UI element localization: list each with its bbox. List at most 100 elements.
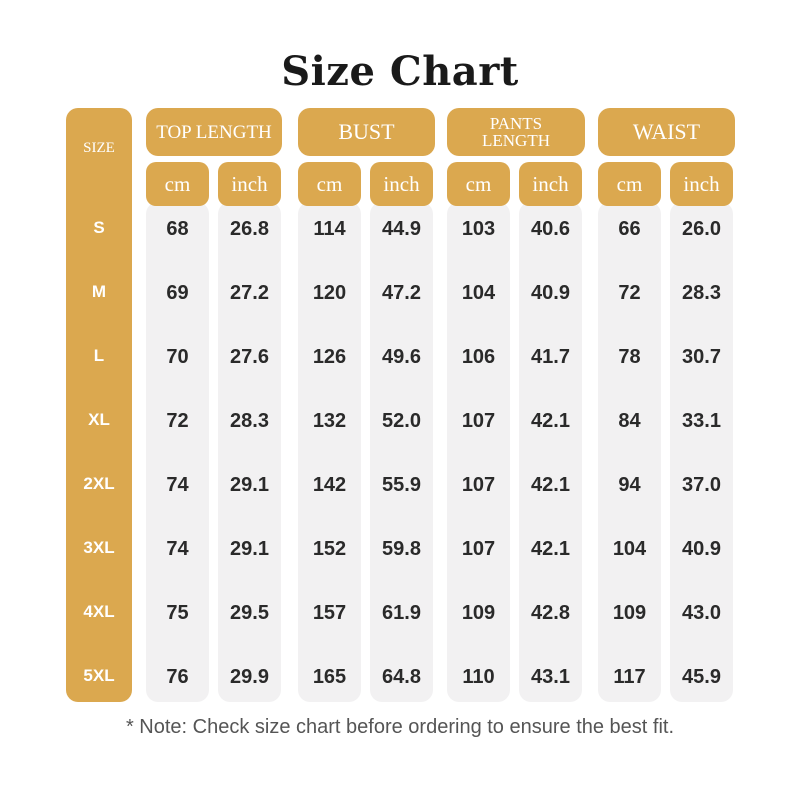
column-background [218,202,281,702]
table-cell: 72 [166,410,189,432]
table-cell: 107 [461,538,496,560]
table-cell: 42.8 [531,602,570,624]
table-cell: 69 [166,282,189,304]
table-cell: 68 [166,218,189,240]
table-cell: 37.0 [682,474,721,496]
table-cell: 27.6 [230,346,269,368]
table-cell: 165 [312,666,347,688]
size-label-5xl: 5XL [83,666,115,685]
table-cell: 107 [461,474,496,496]
table-cell: 45.9 [682,666,721,688]
table-cell: 109 [612,602,647,624]
column-background [298,202,361,702]
unit-header-cm: cm [447,162,510,206]
column-background [670,202,733,702]
fit-note: * Note: Check size chart before ordering… [125,716,675,738]
size-label-l: L [93,346,105,365]
table-cell: 26.8 [230,218,269,240]
column-background [598,202,661,702]
table-cell: 66 [618,218,641,240]
size-label-s: S [93,218,105,237]
table-cell: 42.1 [531,410,570,432]
unit-header-inch: inch [218,162,281,206]
table-cell: 74 [166,538,189,560]
column-background [519,202,582,702]
table-cell: 94 [618,474,641,496]
table-cell: 72 [618,282,641,304]
table-cell: 70 [166,346,189,368]
table-cell: 29.9 [230,666,269,688]
table-cell: 42.1 [531,538,570,560]
table-cell: 29.5 [230,602,269,624]
size-label-xl: XL [88,410,110,429]
table-cell: 59.8 [382,538,421,560]
table-cell: 33.1 [682,410,721,432]
size-column [66,108,132,702]
table-cell: 109 [461,602,496,624]
group-header: TOP LENGTH [146,108,282,156]
table-cell: 43.1 [531,666,570,688]
table-cell: 28.3 [230,410,269,432]
table-cell: 30.7 [682,346,721,368]
unit-header-inch: inch [370,162,433,206]
table-cell: 29.1 [230,538,269,560]
size-label-3xl: 3XL [83,538,115,557]
group-header: BUST [298,108,435,156]
table-cell: 103 [461,218,496,240]
table-cell: 152 [312,538,347,560]
table-cell: 107 [461,410,496,432]
table-cell: 28.3 [682,282,721,304]
table-cell: 106 [461,346,496,368]
group-header-label: BUST [338,119,395,144]
table-cell: 49.6 [382,346,421,368]
group-header: WAIST [598,108,735,156]
table-cell: 104 [461,282,496,304]
unit-header-cm: cm [298,162,361,206]
table-cell: 52.0 [382,410,421,432]
table-cell: 26.0 [682,218,721,240]
table-cell: 41.7 [531,346,570,368]
table-cell: 157 [312,602,347,624]
size-label-4xl: 4XL [83,602,115,621]
column-background [146,202,209,702]
table-cell: 61.9 [382,602,421,624]
table-cell: 84 [618,410,641,432]
table-cell: 47.2 [382,282,421,304]
group-header-label: PANTS [489,114,543,133]
group-header-label: TOP LENGTH [156,121,272,143]
table-cell: 120 [312,282,347,304]
column-background [370,202,433,702]
table-cell: 117 [613,666,646,688]
unit-header-cm: cm [146,162,209,206]
table-cell: 27.2 [230,282,269,304]
size-label-2xl: 2XL [83,474,115,493]
group-header-label: WAIST [632,119,701,144]
table-cell: 78 [618,346,641,368]
table-cell: 40.6 [531,218,570,240]
table-cell: 55.9 [382,474,421,496]
table-cell: 29.1 [230,474,269,496]
table-cell: 43.0 [682,602,721,624]
table-cell: 75 [166,602,189,624]
group-header: PANTS LENGTH [447,108,585,156]
table-cell: 132 [312,410,347,432]
table-cell: 142 [312,474,347,496]
size-label-m: M [91,282,107,301]
unit-header-cm: cm [598,162,661,206]
table-cell: 40.9 [531,282,570,304]
table-cell: 44.9 [382,218,421,240]
table-cell: 74 [166,474,189,496]
table-cell: 104 [612,538,647,560]
table-cell: 126 [312,346,347,368]
group-header-label: LENGTH [482,131,550,150]
table-cell: 64.8 [382,666,421,688]
table-cell: 114 [313,218,346,240]
page-title: Size Chart [281,48,519,95]
table-cell: 42.1 [531,474,570,496]
table-cell: 110 [462,666,495,688]
size-header: SIZE [83,140,115,156]
table-cell: 76 [166,666,189,688]
unit-header-inch: inch [670,162,733,206]
table-cell: 40.9 [682,538,721,560]
column-background [447,202,510,702]
